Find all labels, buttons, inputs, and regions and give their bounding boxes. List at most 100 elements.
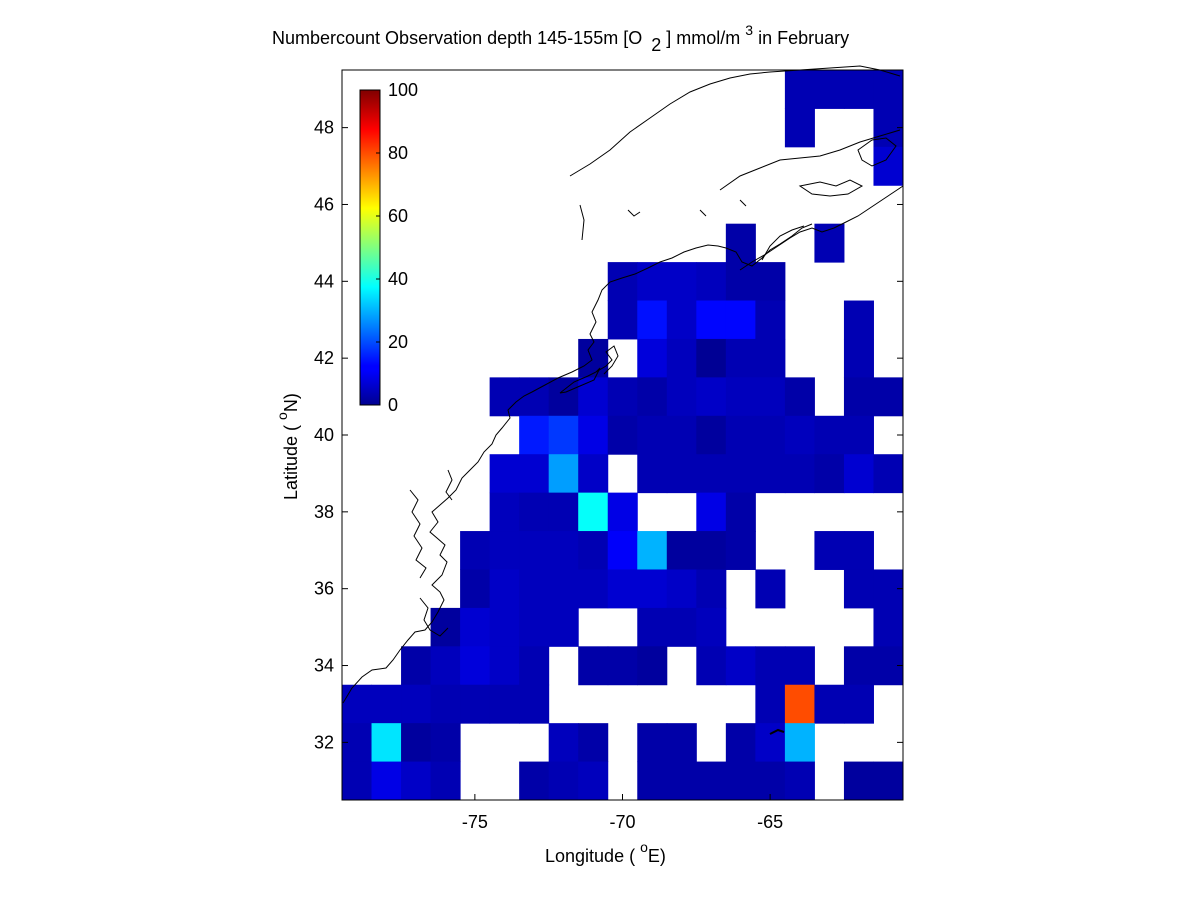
y-label-degree: o bbox=[274, 412, 290, 420]
nova-scotia bbox=[739, 185, 904, 271]
heatmap-cell bbox=[578, 569, 609, 609]
heatmap-cell bbox=[548, 531, 579, 570]
heatmap-cell bbox=[519, 492, 550, 532]
heatmap-cell bbox=[755, 377, 786, 417]
heatmap-cell bbox=[725, 223, 756, 263]
heatmap-cell bbox=[814, 223, 845, 263]
svg-text:Numbercount Observation depth: Numbercount Observation depth 145-155m [… bbox=[272, 19, 849, 55]
heatmap-cell bbox=[607, 569, 638, 609]
heatmap-cell bbox=[637, 646, 668, 686]
heatmap-cell bbox=[843, 70, 874, 109]
heatmap-cell bbox=[548, 415, 579, 455]
title-superscript: 3 bbox=[745, 22, 753, 38]
x-tick-label: -70 bbox=[609, 812, 635, 832]
chart-title: Numbercount Observation depth 145-155m [… bbox=[272, 19, 849, 55]
heatmap-cell bbox=[637, 300, 668, 340]
heatmap-cell bbox=[637, 723, 668, 763]
heatmap-cell bbox=[666, 607, 697, 647]
title-tail: in February bbox=[758, 28, 849, 48]
heatmap-cell bbox=[725, 300, 756, 340]
y-tick-label: 44 bbox=[314, 271, 334, 291]
heatmap-cell bbox=[460, 531, 491, 570]
heatmap-cell bbox=[755, 338, 786, 378]
heatmap-cell bbox=[696, 454, 727, 494]
heatmap-cell bbox=[637, 377, 668, 417]
heatmap-cell bbox=[519, 454, 550, 494]
heatmap-cell bbox=[666, 415, 697, 455]
heatmap-cell bbox=[607, 646, 638, 686]
heatmap-cell bbox=[696, 646, 727, 686]
y-tick-label: 42 bbox=[314, 348, 334, 368]
heatmap-cell bbox=[725, 531, 756, 570]
y-label-text: Latitude ( bbox=[281, 420, 301, 500]
heatmap-cell bbox=[489, 684, 520, 724]
heatmap-cell bbox=[696, 300, 727, 340]
heatmap-cell bbox=[755, 723, 786, 763]
heatmap-cell bbox=[696, 531, 727, 570]
heatmap-cell bbox=[578, 338, 609, 378]
heatmap-cell bbox=[725, 761, 756, 801]
heatmap-cell bbox=[873, 607, 904, 647]
heatmap-cell bbox=[784, 646, 815, 686]
title-main: Numbercount Observation depth 145-155m [… bbox=[272, 28, 642, 48]
heatmap-cell bbox=[430, 684, 461, 724]
cape-cod bbox=[595, 345, 619, 375]
x-label-degree: o bbox=[640, 839, 648, 855]
gaspe-shore bbox=[719, 129, 901, 191]
heatmap-cell bbox=[784, 70, 815, 109]
heatmap-cell bbox=[342, 684, 373, 724]
title-subscript: 2 bbox=[651, 35, 661, 55]
heatmap-cell bbox=[637, 262, 668, 302]
heatmap-cell bbox=[843, 454, 874, 494]
heatmap-cell bbox=[578, 761, 609, 801]
heatmap-cell bbox=[755, 454, 786, 494]
colorbar-gradient bbox=[359, 89, 381, 406]
heatmap-cell bbox=[460, 646, 491, 686]
heatmap-cell bbox=[784, 761, 815, 801]
heatmap-cell bbox=[843, 684, 874, 724]
heatmap-cell bbox=[696, 569, 727, 609]
colorbar-tick-label: 60 bbox=[388, 206, 408, 226]
heatmap-cell bbox=[519, 415, 550, 455]
heatmap-cell bbox=[696, 492, 727, 532]
heatmap-cell bbox=[725, 646, 756, 686]
heatmap-cell bbox=[489, 531, 520, 570]
heatmap-cell bbox=[371, 684, 402, 724]
heatmap-cell bbox=[519, 377, 550, 417]
gulf-st-lawrence bbox=[569, 65, 901, 177]
bay-of-fundy bbox=[761, 225, 805, 261]
heatmap-cell bbox=[843, 761, 874, 801]
heatmap-cell bbox=[784, 454, 815, 494]
heatmap-cell bbox=[519, 569, 550, 609]
y-tick-label: 46 bbox=[314, 194, 334, 214]
heatmap-cell bbox=[755, 262, 786, 302]
colorbar-ticks: 0 20 40 60 80 100 bbox=[376, 80, 418, 415]
lake-champlain bbox=[579, 204, 585, 241]
y-label-unit: N) bbox=[281, 393, 301, 412]
heatmap-cell bbox=[666, 531, 697, 570]
heatmap-cell bbox=[725, 492, 756, 532]
heatmap-cell bbox=[873, 454, 904, 494]
heatmap-cell bbox=[666, 723, 697, 763]
x-tick-label: -65 bbox=[757, 812, 783, 832]
colorbar: 0 20 40 60 80 100 bbox=[359, 80, 418, 415]
heatmap-cell bbox=[637, 569, 668, 609]
heatmap-cell bbox=[430, 607, 461, 647]
x-ticks: -75 -70 -65 bbox=[462, 794, 783, 832]
x-label-text: Longitude ( bbox=[545, 846, 640, 866]
y-tick-label: 34 bbox=[314, 656, 334, 676]
colorbar-tick-label: 40 bbox=[388, 269, 408, 289]
heatmap-cell bbox=[755, 415, 786, 455]
heatmap-cell bbox=[637, 607, 668, 647]
title-middle: ] mmol/m bbox=[666, 28, 740, 48]
long-island bbox=[559, 367, 601, 394]
heatmap-cell bbox=[401, 646, 432, 686]
heatmap-cell bbox=[814, 454, 845, 494]
heatmap-cell bbox=[843, 338, 874, 378]
heatmap-cell bbox=[696, 415, 727, 455]
heatmap-cell bbox=[519, 531, 550, 570]
heatmap-cell bbox=[489, 646, 520, 686]
heatmap-cell bbox=[814, 415, 845, 455]
heatmap-cell bbox=[666, 300, 697, 340]
